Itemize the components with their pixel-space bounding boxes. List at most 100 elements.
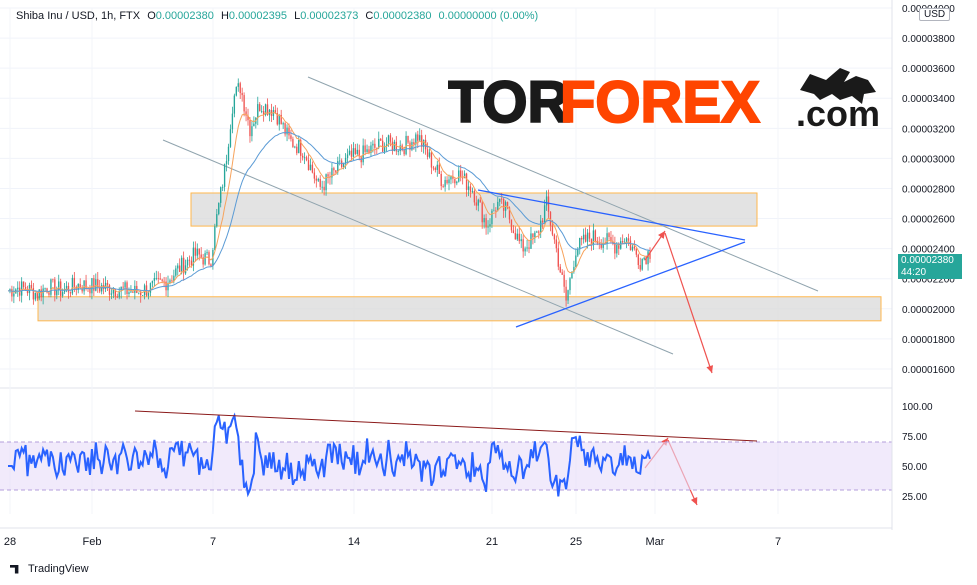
candle-body <box>110 293 113 295</box>
candle-body <box>364 145 366 153</box>
time-tick-label: 25 <box>570 536 582 548</box>
candle-body <box>543 205 546 223</box>
candle-body <box>633 246 636 249</box>
open-label: O <box>147 10 156 22</box>
candle-body <box>383 145 386 152</box>
candle-body <box>157 277 159 279</box>
candle-body <box>259 104 261 112</box>
candle-body <box>540 220 542 233</box>
logo-text-com: .com <box>796 93 880 134</box>
candle-body <box>282 123 284 125</box>
candle-body <box>85 280 87 289</box>
candle-body <box>229 129 232 147</box>
candle-body <box>20 281 23 296</box>
candle-body <box>294 146 296 148</box>
candle-body <box>325 174 327 191</box>
candle-body <box>141 295 144 296</box>
candle-body <box>317 178 319 181</box>
candle-body <box>196 248 198 256</box>
candle-body <box>393 141 396 151</box>
candle-body <box>374 143 376 148</box>
candle-body <box>620 241 622 249</box>
last-price-label: 0.00002380 44:20 <box>898 254 962 279</box>
candle-body <box>180 257 183 273</box>
rsi-tick-label: 75.00 <box>902 432 927 443</box>
candle-body <box>483 218 485 223</box>
candle-body <box>56 290 58 296</box>
candle-body <box>108 285 111 295</box>
candle-body <box>477 199 479 206</box>
candle-body <box>598 243 600 244</box>
candle-body <box>337 161 339 173</box>
candle-body <box>274 110 277 114</box>
candle-body <box>280 114 282 125</box>
candle-body <box>221 186 224 188</box>
last-price-value: 0.00002380 <box>901 255 954 266</box>
candle-body <box>391 141 394 151</box>
candle-body <box>649 251 651 259</box>
low-label: L <box>294 10 301 22</box>
candle-body <box>323 186 325 191</box>
candle-body <box>579 237 581 250</box>
candle-body <box>204 253 206 265</box>
candle-body <box>522 239 524 252</box>
candle-body <box>428 152 431 157</box>
candle-body <box>311 164 314 173</box>
candle-body <box>485 218 487 228</box>
candle-body <box>161 279 163 281</box>
time-axis[interactable]: 28 Feb 7 14 21 25 Mar 7 <box>4 536 781 548</box>
currency-badge[interactable]: USD <box>919 8 951 21</box>
candle-body <box>586 232 589 242</box>
candle-body <box>623 241 626 243</box>
candle-body <box>407 135 409 143</box>
candle-body <box>528 247 530 249</box>
candle-body <box>163 280 165 282</box>
price-tick-label: 0.00003000 <box>902 154 955 165</box>
candle-body <box>241 93 243 96</box>
candle-body <box>315 178 317 181</box>
candle-body <box>118 291 120 298</box>
candle-body <box>69 292 72 294</box>
candle-body <box>50 279 52 295</box>
tradingview-footer[interactable]: TradingView <box>10 563 89 575</box>
candle-body <box>220 187 222 203</box>
change-value: 0.00000000 (0.00%) <box>438 10 539 22</box>
candle-body <box>169 280 171 283</box>
candle-body <box>266 104 269 115</box>
candle-body <box>194 247 197 256</box>
ohlc-header: Shiba Inu / USD, 1h, FTX O0.00002380 H0.… <box>16 10 538 22</box>
candle-body <box>569 278 571 291</box>
candle-body <box>422 139 425 147</box>
candle-body <box>190 260 193 266</box>
moving-averages <box>7 112 651 294</box>
rsi-down-arrow-head <box>690 497 698 505</box>
candle-body <box>430 152 433 168</box>
symbol-title[interactable]: Shiba Inu / USD, 1h, FTX <box>16 10 141 22</box>
candle-body <box>58 281 60 291</box>
candle-body <box>253 123 255 127</box>
candle-body <box>499 198 501 202</box>
candle-body <box>573 266 575 272</box>
candle-body <box>432 167 435 169</box>
candle-body <box>231 113 234 130</box>
candle-body <box>34 292 37 300</box>
candle-body <box>385 144 388 146</box>
candle-body <box>177 265 179 269</box>
candle-body <box>73 277 76 287</box>
rsi-line <box>8 412 651 498</box>
candle-body <box>594 230 597 241</box>
candle-body <box>547 196 550 212</box>
candle-body <box>122 286 124 288</box>
candle-body <box>352 148 355 157</box>
candle-body <box>313 172 316 179</box>
candle-body <box>356 149 358 154</box>
candle-body <box>376 147 378 149</box>
trend-lines <box>477 189 746 328</box>
candle-body <box>518 233 520 242</box>
candle-body <box>91 278 93 294</box>
candle-body <box>461 177 464 179</box>
candle-body <box>639 265 641 270</box>
candle-body <box>497 201 499 211</box>
candle-body <box>631 246 634 251</box>
